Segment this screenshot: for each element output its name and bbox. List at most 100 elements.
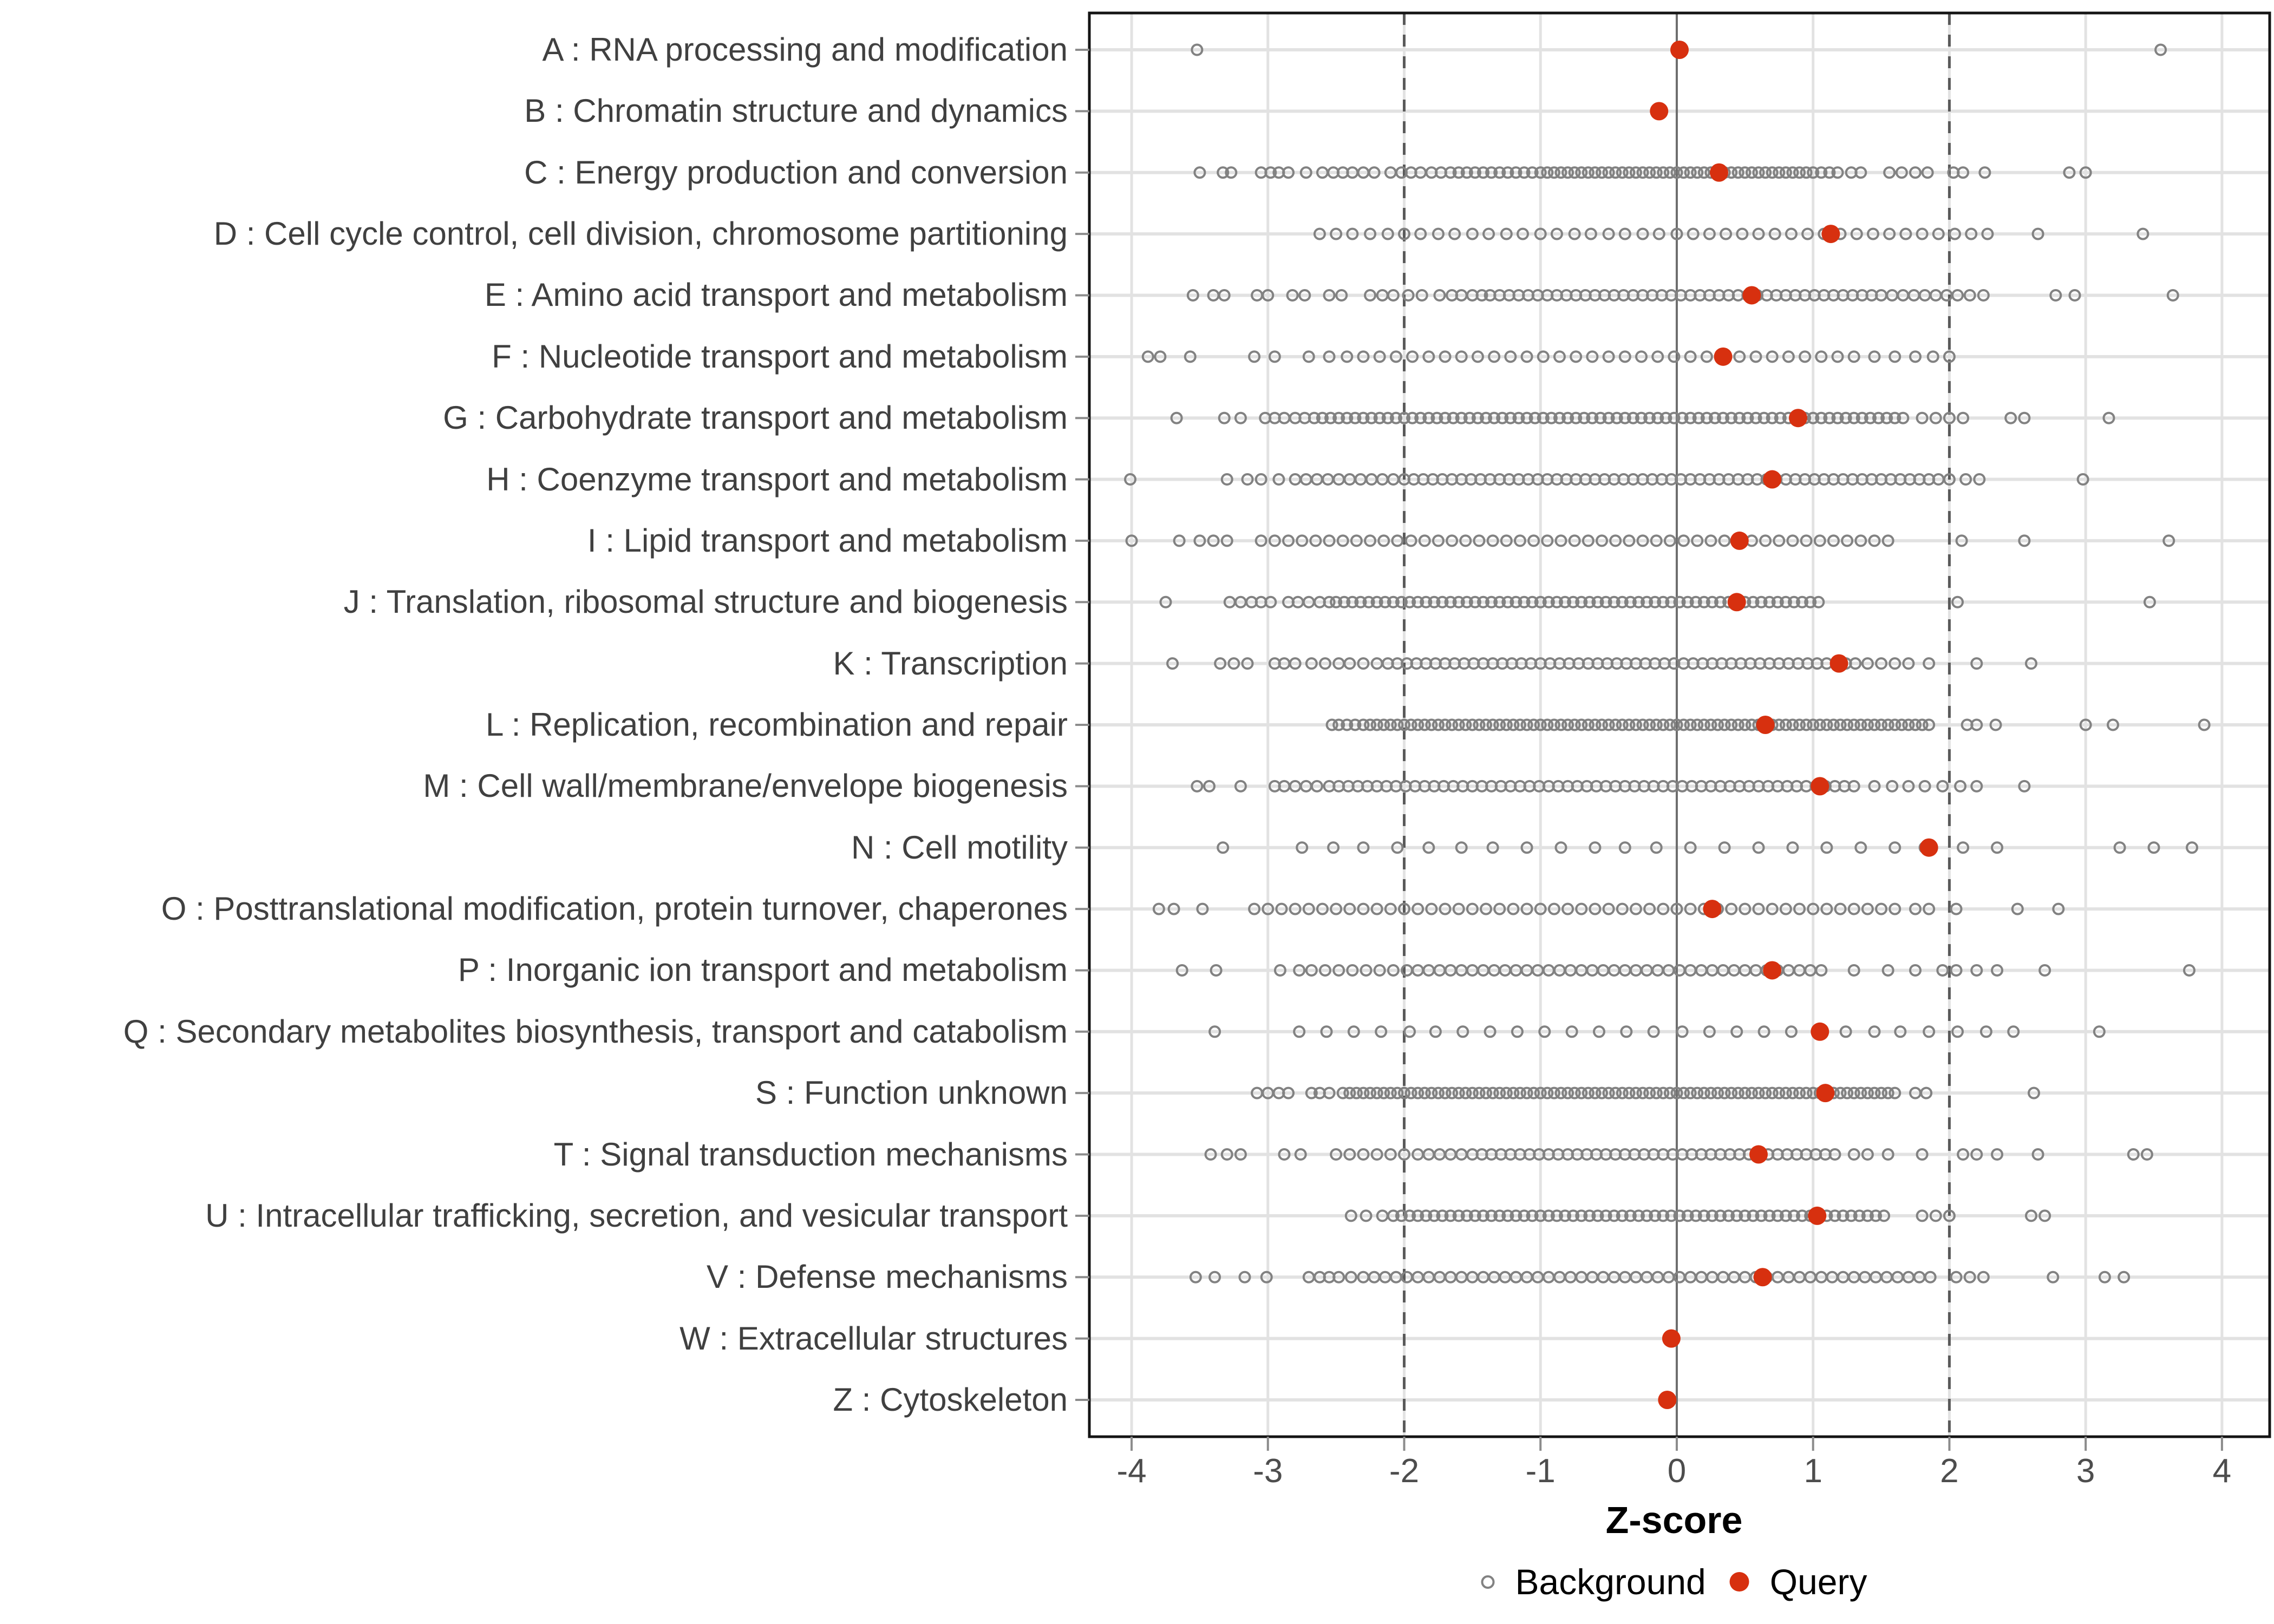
background-point: [1623, 166, 1636, 179]
background-point: [1406, 350, 1419, 363]
background-point: [1731, 718, 1744, 731]
background-point: [1697, 718, 1710, 731]
background-point: [1584, 227, 1597, 240]
background-point: [1452, 902, 1465, 915]
background-point: [1466, 902, 1479, 915]
background-point: [1970, 964, 1983, 977]
background-point: [1510, 595, 1522, 608]
x-tick-label: 1: [1803, 1452, 1822, 1490]
background-point: [2024, 1209, 2037, 1222]
background-point: [1657, 718, 1670, 731]
background-point: [1471, 411, 1484, 424]
background-point: [1643, 166, 1656, 179]
background-point: [1412, 718, 1424, 731]
background-point: [1550, 227, 1563, 240]
x-tick-label: -4: [1116, 1452, 1146, 1490]
background-point: [1773, 166, 1786, 179]
background-point: [1586, 350, 1599, 363]
background-point: [1289, 657, 1302, 670]
background-point: [2007, 1025, 2020, 1038]
background-point: [1847, 902, 1860, 915]
background-point: [1262, 289, 1275, 302]
background-point: [1349, 411, 1362, 424]
background-point: [1262, 902, 1275, 915]
background-point: [1739, 718, 1752, 731]
background-point: [1591, 595, 1604, 608]
background-point: [1526, 166, 1539, 179]
background-point: [1248, 350, 1261, 363]
background-point: [1957, 1148, 1970, 1161]
background-point: [2011, 902, 2024, 915]
background-point: [1665, 1209, 1678, 1222]
background-point: [1559, 595, 1572, 608]
background-point: [1589, 902, 1602, 915]
background-point: [1714, 595, 1727, 608]
background-point: [1534, 1086, 1547, 1099]
background-point: [1422, 411, 1435, 424]
background-point: [1493, 166, 1506, 179]
background-point: [1918, 780, 1931, 793]
background-point: [1847, 964, 1860, 977]
background-point: [1807, 902, 1820, 915]
background-point: [1208, 1271, 1221, 1284]
background-point: [1881, 534, 1894, 547]
background-point: [1589, 1086, 1602, 1099]
background-point: [1167, 902, 1180, 915]
category-label-A: A : RNA processing and modification: [542, 31, 1068, 68]
background-point: [1652, 227, 1665, 240]
background-point: [1518, 595, 1531, 608]
background-point: [1349, 718, 1362, 731]
background-point: [1264, 595, 1277, 608]
background-point: [1520, 1086, 1533, 1099]
background-point: [1346, 227, 1359, 240]
background-point: [1978, 166, 1991, 179]
background-point: [1561, 1086, 1574, 1099]
background-point: [1684, 350, 1697, 363]
background-point: [1745, 1086, 1758, 1099]
background-point: [1357, 350, 1370, 363]
background-point: [1786, 718, 1799, 731]
background-point: [1749, 411, 1762, 424]
background-point: [1318, 657, 1331, 670]
background-point: [1298, 289, 1311, 302]
background-point: [1697, 1086, 1710, 1099]
background-point: [1325, 718, 1338, 731]
background-point: [1510, 166, 1522, 179]
background-point: [2076, 473, 2089, 486]
background-point: [1528, 411, 1541, 424]
background-point: [1883, 166, 1896, 179]
background-point: [1815, 166, 1828, 179]
background-point: [1429, 1025, 1442, 1038]
background-point: [1305, 964, 1318, 977]
background-point: [1771, 1209, 1784, 1222]
background-point: [1391, 718, 1404, 731]
background-point: [1468, 595, 1481, 608]
background-point: [1733, 411, 1746, 424]
background-point: [1755, 1209, 1768, 1222]
background-point: [1436, 1209, 1449, 1222]
background-point: [1763, 1209, 1776, 1222]
background-point: [1665, 595, 1678, 608]
background-point: [1787, 595, 1800, 608]
background-point: [1624, 1209, 1637, 1222]
background-point: [1759, 1086, 1772, 1099]
background-point: [1364, 534, 1377, 547]
open-circle-icon: [1481, 1575, 1495, 1589]
background-point: [1184, 350, 1197, 363]
background-point: [1618, 350, 1631, 363]
background-point: [1881, 1086, 1894, 1099]
background-point: [1364, 718, 1377, 731]
background-point: [1191, 780, 1204, 793]
background-point: [1404, 534, 1417, 547]
background-point: [1561, 411, 1574, 424]
background-point: [1752, 227, 1765, 240]
background-point: [1951, 595, 1964, 608]
background-point: [1422, 841, 1435, 854]
background-point: [1703, 1025, 1716, 1038]
background-point: [1537, 411, 1550, 424]
background-point: [1377, 718, 1390, 731]
background-point: [1456, 1025, 1469, 1038]
background-point: [1459, 534, 1472, 547]
background-point: [1373, 411, 1386, 424]
